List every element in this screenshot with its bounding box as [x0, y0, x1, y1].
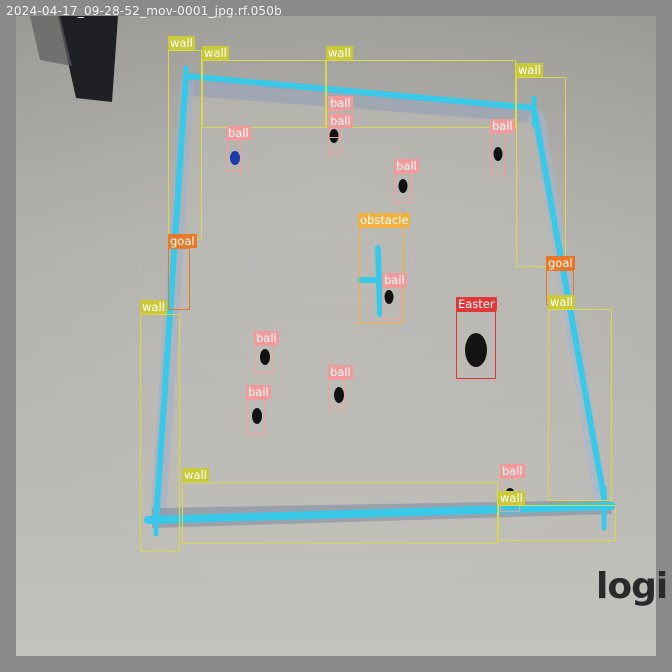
- wall-label: wall: [516, 63, 543, 77]
- ball-label: ball: [382, 273, 407, 287]
- ball-label: ball: [394, 159, 419, 173]
- ball-label: ball: [246, 385, 271, 399]
- wall-bbox: wall: [168, 36, 202, 240]
- ball-label: ball: [328, 114, 353, 128]
- goal-bbox: goal: [546, 256, 575, 305]
- wall-bbox: wall: [326, 46, 516, 128]
- ball-bbox: ball: [490, 119, 515, 173]
- wall-label: wall: [326, 46, 353, 60]
- wall-label: wall: [548, 295, 575, 309]
- wall-bbox: wall: [202, 46, 326, 128]
- logi-logo: logi: [596, 566, 668, 607]
- ball-label: ball: [226, 126, 251, 140]
- easter-egg: [465, 333, 487, 367]
- ball-label: ball: [490, 119, 515, 133]
- frame-title: 2024-04-17_09-28-52_mov-0001_jpg.rf.050b: [6, 4, 282, 18]
- wall-bbox: wall: [182, 468, 498, 544]
- easter-label: Easter: [456, 297, 497, 311]
- goal-label: goal: [546, 256, 575, 270]
- ball-bbox: ball: [328, 96, 353, 138]
- goal-bbox: goal: [168, 234, 197, 310]
- wall-label: wall: [168, 36, 195, 50]
- ball-bbox: ball: [328, 365, 353, 409]
- wall-label: wall: [182, 468, 209, 482]
- ball-bbox: ball: [394, 159, 419, 203]
- wall-bbox: wall: [498, 491, 616, 541]
- wall-bbox: wall: [516, 63, 566, 267]
- ball-bbox: ball: [328, 114, 353, 154]
- easter-bbox: Easter: [456, 297, 497, 379]
- wall-label: wall: [140, 300, 167, 314]
- ball-label: ball: [254, 331, 279, 345]
- ball-bbox: ball: [226, 126, 251, 172]
- dark-object: [58, 16, 118, 102]
- ball-label: ball: [328, 96, 353, 110]
- ball-bbox: ball: [254, 331, 279, 373]
- ball-bbox: ball: [382, 273, 407, 319]
- wall-label: wall: [202, 46, 229, 60]
- ball-label: ball: [328, 365, 353, 379]
- wall-label: wall: [498, 491, 525, 505]
- ball-label: ball: [500, 464, 525, 478]
- goal-label: goal: [168, 234, 197, 248]
- wall-bbox: wall: [140, 300, 180, 552]
- ball-bbox: ball: [246, 385, 271, 434]
- wall-bbox: wall: [548, 295, 612, 501]
- obstacle-label: obstacle: [358, 213, 411, 227]
